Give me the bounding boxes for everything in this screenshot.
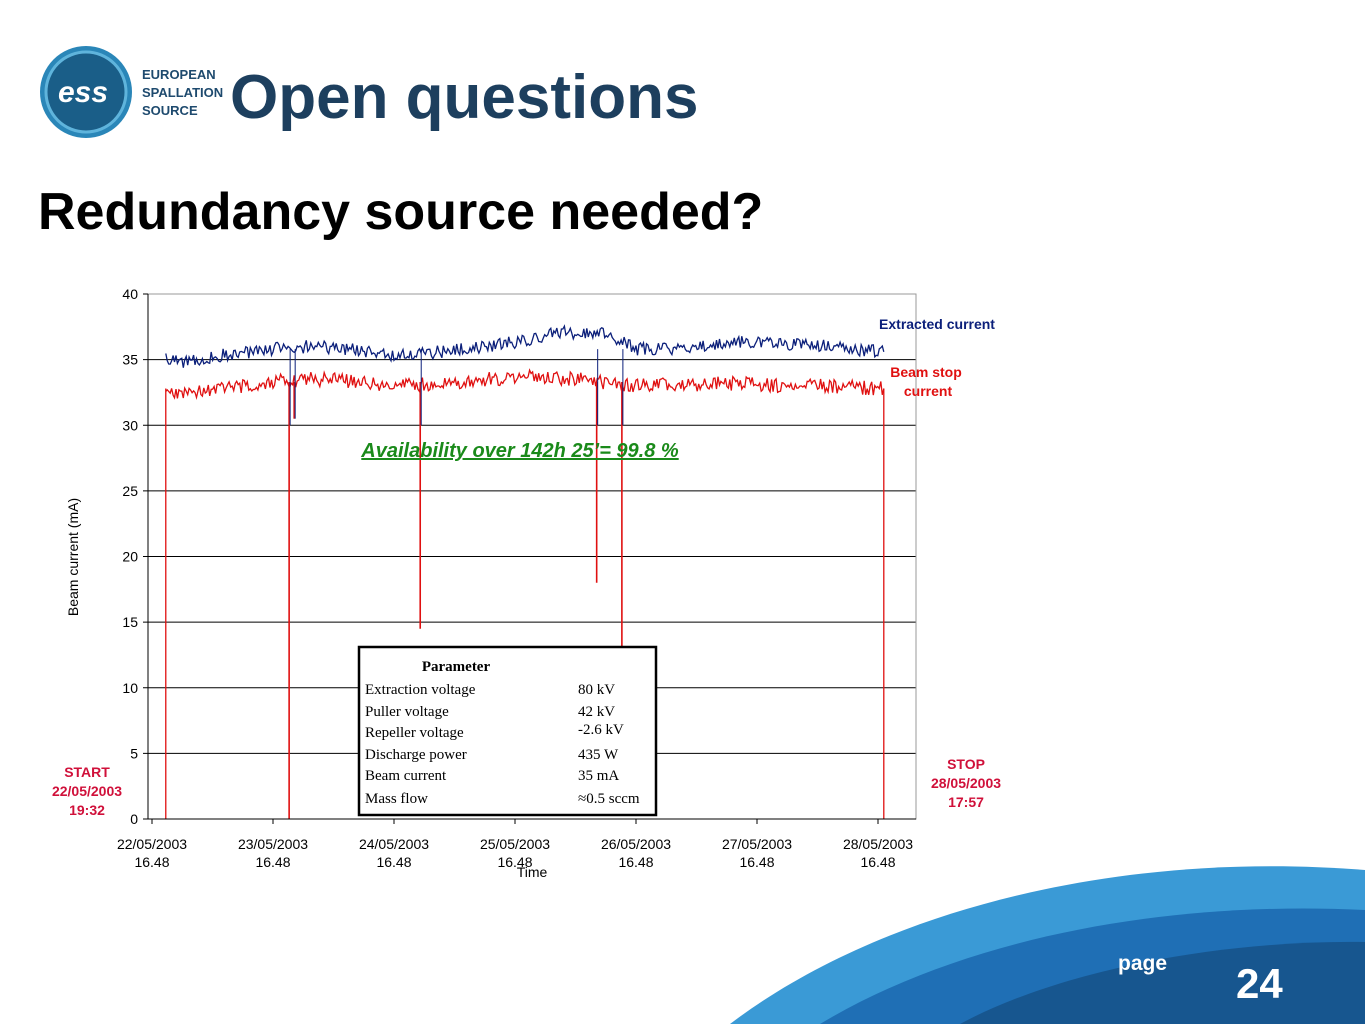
y-tick-label: 0	[130, 811, 138, 827]
parameter-name: Repeller voltage	[365, 725, 464, 741]
y-tick-label: 40	[122, 286, 138, 302]
start-label-line: 19:32	[69, 802, 105, 818]
x-tick-label-time: 16.48	[739, 854, 774, 870]
x-tick-label-date: 25/05/2003	[480, 836, 550, 852]
x-tick-label-time: 16.48	[134, 854, 169, 870]
parameter-value: -2.6 kV	[578, 722, 624, 738]
legend-beam-stop-current-2: current	[904, 383, 953, 399]
y-axis-title: Beam current (mA)	[65, 498, 81, 616]
chart-gridlines	[148, 359, 916, 754]
start-label-line: 22/05/2003	[52, 783, 122, 799]
parameter-value: 42 kV	[578, 704, 615, 720]
slide-title: Open questions	[230, 63, 699, 132]
parameter-value: 80 kV	[578, 682, 615, 698]
svg-text:ess: ess	[58, 76, 108, 109]
logo-line-3: SOURCE	[142, 103, 198, 118]
legend-beam-stop-current-1: Beam stop	[890, 364, 962, 380]
chart-series	[165, 324, 885, 401]
stop-label-line: 17:57	[948, 794, 984, 810]
parameter-value: 35 mA	[578, 768, 619, 784]
x-tick-label-date: 26/05/2003	[601, 836, 671, 852]
chart-labels: 0 5 10 15 20 25 30 35 40 22/05/2003 16.48 23/05/200…	[52, 286, 1001, 880]
x-tick-label-time: 16.48	[618, 854, 653, 870]
chart-drops	[165, 349, 885, 819]
y-tick-label: 25	[122, 483, 138, 499]
availability-annotation: Availability over 142h 25’= 99.8 %	[360, 440, 679, 462]
stop-label-line: 28/05/2003	[931, 775, 1001, 791]
series-line-extracted-current	[165, 324, 885, 368]
stop-label-line: STOP	[947, 756, 985, 772]
y-tick-label: 30	[122, 417, 138, 433]
page-label: page	[1118, 952, 1168, 975]
decorative-swoosh	[730, 866, 1365, 1024]
chart-axes	[143, 293, 917, 824]
logo-line-2: SPALLATION	[142, 85, 224, 100]
slide-subtitle: Redundancy source needed?	[38, 183, 764, 241]
x-tick-label-time: 16.48	[255, 854, 290, 870]
parameter-name: Mass flow	[365, 791, 428, 807]
y-tick-label: 10	[122, 680, 138, 696]
x-axis-title: Time	[517, 864, 548, 880]
x-tick-label-date: 28/05/2003	[843, 836, 913, 852]
x-tick-label-date: 24/05/2003	[359, 836, 429, 852]
x-tick-label-date: 22/05/2003	[117, 836, 187, 852]
logo-line-1: EUROPEAN	[142, 67, 216, 82]
x-tick-label-time: 16.48	[497, 854, 532, 870]
y-tick-label: 20	[122, 549, 138, 565]
parameter-name: Discharge power	[365, 747, 467, 763]
parameter-name: Puller voltage	[365, 704, 449, 720]
legend-extracted-current: Extracted current	[879, 316, 995, 332]
logo-wordmark: EUROPEAN SPALLATION SOURCE	[142, 66, 242, 120]
page-number: 24	[1236, 960, 1283, 1007]
x-tick-label-date: 23/05/2003	[238, 836, 308, 852]
x-tick-label-time: 16.48	[376, 854, 411, 870]
y-tick-label: 15	[122, 614, 138, 630]
parameter-table-header: Parameter	[422, 659, 491, 675]
parameter-value: 435 W	[578, 747, 619, 763]
parameter-table	[357, 645, 658, 817]
y-tick-label: 35	[122, 352, 138, 368]
y-tick-label: 5	[130, 745, 138, 761]
series-line-beam-stop-current	[165, 368, 885, 401]
x-tick-label-date: 27/05/2003	[722, 836, 792, 852]
parameter-name: Extraction voltage	[365, 682, 476, 698]
ess-logo-icon: ess	[40, 46, 132, 138]
parameter-value: ≈0.5 sccm	[578, 791, 640, 807]
start-label-line: START	[64, 764, 110, 780]
x-tick-label-time: 16.48	[860, 854, 895, 870]
parameter-name: Beam current	[365, 768, 447, 784]
beam-current-chart: 0 5 10 15 20 25 30 35 40 22/05/2003 16.48 23/05/200…	[52, 286, 1001, 880]
